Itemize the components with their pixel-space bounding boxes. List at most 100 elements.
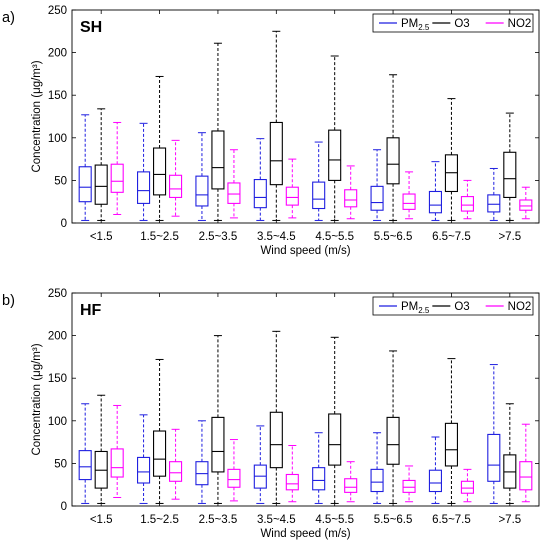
legend-frame [372,13,534,33]
box-pm25 [253,425,267,504]
box-iqr [519,199,533,211]
box-o3 [269,330,283,504]
box-iqr [253,178,267,209]
x-tick-label: <1.5 [90,231,113,243]
box-o3 [444,98,458,221]
box-iqr [344,189,358,208]
plot-frame [71,9,540,224]
x-tick-label: 1.5~2.5 [140,514,179,526]
box-iqr [78,166,92,203]
box-iqr [78,450,92,481]
box-iqr [328,413,342,466]
box-iqr [460,196,474,212]
y-tick-label: 150 [48,90,67,102]
legend-label: O3 [454,18,469,30]
y-tick-label: 50 [54,175,67,187]
box-o3 [444,358,458,504]
box-iqr [211,416,225,473]
box-iqr [402,193,416,210]
y-tick-label: 50 [54,458,67,470]
y-tick-label: 100 [48,416,67,428]
box-pm25 [428,161,442,221]
x-tick-label: 3.5~4.5 [257,231,296,243]
box-pm25 [137,122,151,221]
legend-label: O3 [454,301,469,313]
box-iqr [370,468,384,493]
box-iqr [370,185,384,211]
y-axis-label: Concentration (μg/m³) [31,60,43,172]
x-tick-label: >7.5 [498,514,521,526]
y-tick-label: 0 [61,218,67,230]
box-no2 [402,171,416,220]
legend: PM2.5 O3 NO2 [372,13,534,33]
panel-label: a) [2,10,15,26]
box-iqr [402,479,416,493]
box-iqr [227,182,241,204]
box-no2 [227,439,241,502]
box-iqr [428,190,442,214]
y-tick-label: 250 [48,5,67,17]
box-iqr [312,467,326,491]
box-no2 [169,139,183,217]
x-axis-label: Wind speed (m/s) [260,528,350,540]
box-pm25 [487,167,501,221]
box-iqr [285,473,299,491]
x-axis-label: Wind speed (m/s) [260,245,350,257]
legend-label: NO2 [508,301,532,313]
box-iqr [487,433,501,482]
box-iqr [344,478,358,493]
x-tick-label: 4.5~5.5 [315,514,354,526]
legend-label: PM2.5 [401,18,430,32]
box-iqr [269,411,283,469]
x-tick-label: >7.5 [498,231,521,243]
box-no2 [169,428,183,500]
x-tick-label: 1.5~2.5 [140,231,179,243]
box-o3 [211,335,225,504]
y-tick-label: 150 [48,373,67,385]
box-no2 [344,165,358,220]
box-pm25 [487,364,501,504]
box-iqr [153,430,167,477]
box-no2 [402,465,416,503]
box-iqr [169,461,183,482]
box-no2 [110,121,124,215]
box-o3 [211,42,225,221]
legend-label: PM2.5 [401,301,430,315]
chart-panel-hf: 0 50 100 150 200 250 <1.5 1.5~2.5 2.5~3.5 3.5~4.5… [2,288,540,540]
chart-panel-sh: 0 50 100 150 200 250 <1.5 1.5~2.5 2.5~3.5 3.5~4.5… [2,5,540,257]
x-tick-label: 6.5~7.5 [432,231,471,243]
box-iqr [269,121,283,186]
panel-label: b) [2,293,15,309]
box-pm25 [78,114,92,221]
y-tick-label: 0 [61,501,67,513]
box-no2 [460,468,474,503]
box-pm25 [253,138,267,221]
box-no2 [285,158,299,219]
y-tick-label: 100 [48,133,67,145]
box-o3 [386,74,400,221]
x-tick-label: 5.5~6.5 [374,231,413,243]
box-iqr [227,468,241,488]
box-pm25 [370,149,384,221]
site-label: HF [80,302,102,319]
box-iqr [110,163,124,193]
box-no2 [460,179,474,220]
box-iqr [444,422,458,467]
box-iqr [386,416,400,465]
box-pm25 [195,132,209,221]
site-label: SH [80,19,102,36]
x-tick-label: 2.5~3.5 [199,231,238,243]
box-pm25 [78,403,92,504]
box-no2 [519,186,533,220]
box-pm25 [312,432,326,504]
box-o3 [269,30,283,221]
x-tick-label: 6.5~7.5 [432,514,471,526]
box-o3 [94,108,108,221]
plot-frame [71,292,540,507]
box-pm25 [137,414,151,504]
box-o3 [328,336,342,504]
x-tick-label: 5.5~6.5 [374,514,413,526]
box-o3 [328,55,342,221]
legend-label: NO2 [508,18,532,30]
